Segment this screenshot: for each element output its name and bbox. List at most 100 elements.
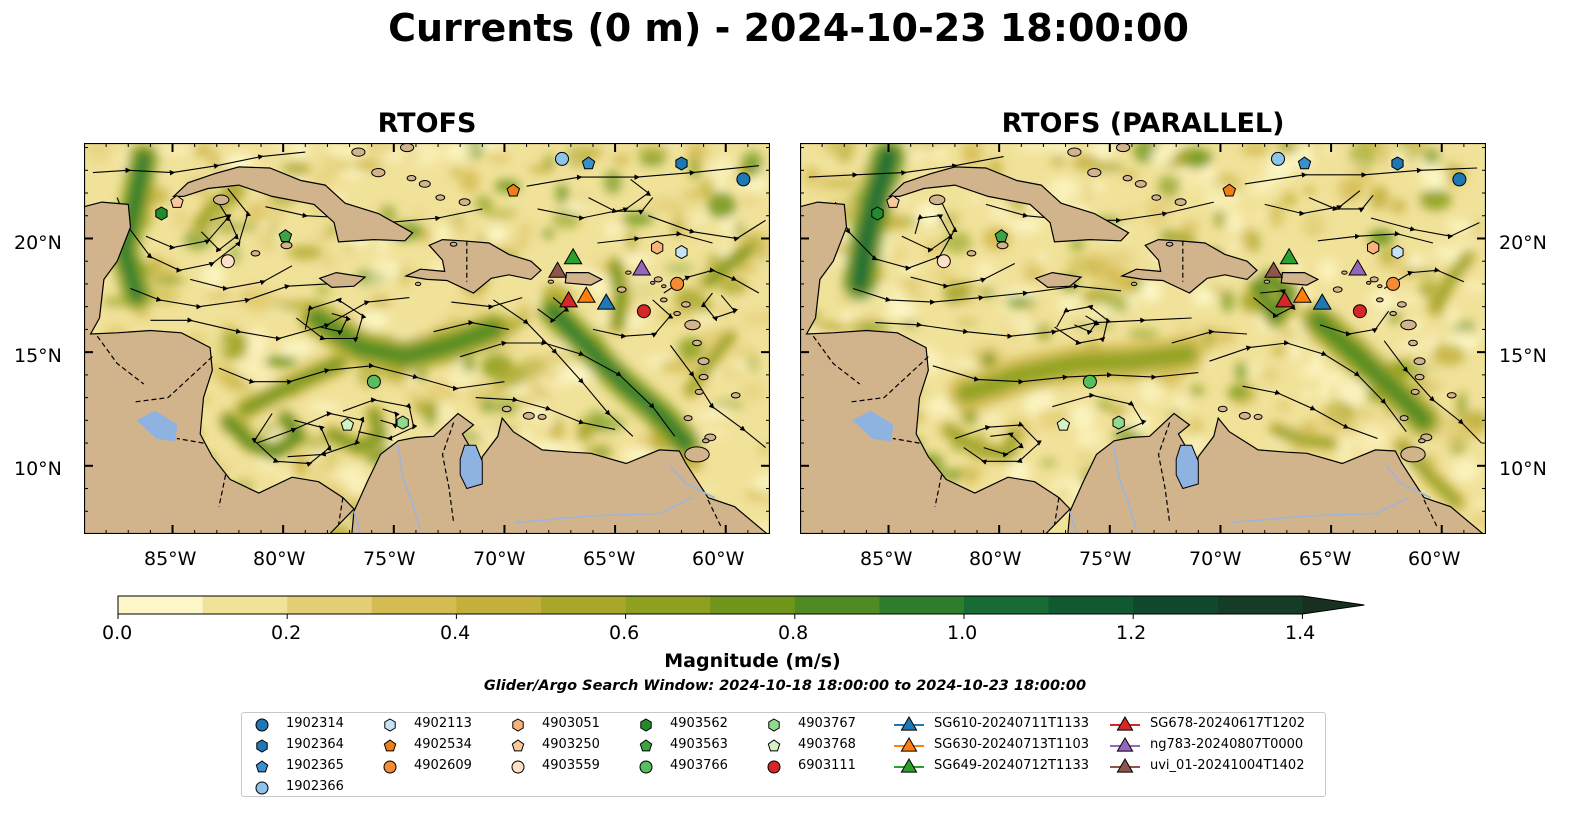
- map-title-rtofs: RTOFS: [377, 108, 477, 139]
- marker-4903051[interactable]: [1367, 240, 1380, 255]
- colorbar-segment: [456, 596, 542, 614]
- land-central-america: [84, 201, 355, 534]
- marker-SG630-20240713T1103[interactable]: [1292, 286, 1312, 303]
- island: [694, 388, 704, 395]
- marker-4903766[interactable]: [366, 374, 381, 389]
- lon-label-85w-right: 85°W: [860, 548, 913, 570]
- legend-label: 4903559: [542, 758, 600, 773]
- river: [1385, 465, 1432, 499]
- marker-4902534[interactable]: [506, 183, 521, 197]
- observation-markers: [871, 151, 1467, 431]
- colorbar-tick-4: 0.8: [778, 622, 809, 644]
- marker-4903559[interactable]: [936, 254, 951, 269]
- legend-marker-hexagon: [384, 718, 396, 732]
- marker-1902364[interactable]: [1391, 156, 1404, 171]
- legend-marker-circle: [255, 781, 269, 795]
- streamline: [597, 230, 713, 244]
- island: [1446, 392, 1457, 399]
- marker-4903768[interactable]: [340, 417, 355, 431]
- marker-4903768[interactable]: [1056, 417, 1071, 431]
- island: [1399, 415, 1409, 422]
- marker-1902314[interactable]: [736, 172, 751, 187]
- lon-label-70w-right: 70°W: [1189, 548, 1242, 570]
- island: [547, 279, 555, 284]
- marker-SG630-20240713T1103[interactable]: [576, 286, 596, 303]
- island: [1341, 270, 1348, 275]
- marker-uvi_01-20241004T1402[interactable]: [548, 261, 568, 278]
- marker-ng783-20240807T0000[interactable]: [1348, 258, 1368, 276]
- marker-4902609[interactable]: [1386, 276, 1401, 291]
- legend: 1902314 1902364 1902365 1902366 4902113 49025…: [241, 712, 1326, 797]
- marker-SG610-20240711T1133[interactable]: [596, 293, 616, 310]
- island: [458, 198, 471, 206]
- legend-label: SG630-20240713T1103: [934, 737, 1090, 752]
- legend-marker-pentagon: [383, 739, 397, 752]
- streamlines: [90, 151, 766, 526]
- marker-1902366[interactable]: [1271, 151, 1285, 166]
- marker-SG678-20240617T1202[interactable]: [559, 290, 579, 308]
- island: [650, 280, 656, 285]
- island: [1369, 276, 1379, 283]
- marker-4903250[interactable]: [170, 194, 184, 208]
- legend-marker-hexagon: [512, 718, 524, 732]
- streamline: [1244, 167, 1478, 185]
- streamline: [251, 413, 332, 467]
- marker-1902364[interactable]: [675, 156, 688, 171]
- country-border: [218, 474, 227, 507]
- island: [351, 147, 366, 157]
- marker-6903111[interactable]: [636, 304, 651, 319]
- streamline: [145, 199, 231, 251]
- marker-uvi_01-20241004T1402[interactable]: [1264, 261, 1284, 278]
- country-border: [441, 422, 455, 523]
- marker-4903563[interactable]: [278, 229, 293, 242]
- marker-4903562[interactable]: [871, 206, 884, 221]
- island: [730, 392, 741, 399]
- island: [250, 250, 261, 257]
- island: [400, 143, 415, 153]
- lon-label-65w-right: 65°W: [1299, 548, 1352, 570]
- land-jamaica: [318, 271, 367, 289]
- marker-SG649-20240712T1133[interactable]: [563, 247, 583, 265]
- marker-ng783-20240807T0000[interactable]: [632, 258, 652, 276]
- marker-6903111[interactable]: [1352, 304, 1367, 319]
- marker-4903051[interactable]: [651, 240, 664, 255]
- marker-SG678-20240617T1202[interactable]: [1275, 290, 1295, 308]
- marker-4902609[interactable]: [670, 276, 685, 291]
- streamline: [834, 201, 958, 271]
- island: [616, 286, 627, 293]
- country-border: [707, 499, 722, 528]
- marker-4903559[interactable]: [220, 254, 235, 269]
- streamline: [1209, 340, 1407, 433]
- island: [1165, 241, 1174, 247]
- island: [1389, 311, 1397, 316]
- marker-1902366[interactable]: [555, 151, 569, 166]
- marker-4902534[interactable]: [1222, 183, 1237, 197]
- marker-4903767[interactable]: [1112, 415, 1125, 430]
- streamline: [669, 344, 766, 449]
- country-border: [848, 356, 929, 403]
- marker-1902365[interactable]: [581, 156, 596, 170]
- country-border: [176, 437, 204, 444]
- marker-4903767[interactable]: [396, 415, 409, 430]
- marker-4903563[interactable]: [994, 229, 1009, 242]
- streamline: [116, 188, 252, 273]
- streamline: [1308, 194, 1374, 213]
- marker-SG649-20240712T1133[interactable]: [1279, 247, 1299, 265]
- marker-1902314[interactable]: [1452, 172, 1467, 187]
- streamline: [1171, 329, 1248, 344]
- streamline: [1242, 385, 1378, 440]
- marker-4902113[interactable]: [675, 245, 688, 260]
- marker-4902113[interactable]: [1391, 245, 1404, 260]
- marker-4903250[interactable]: [886, 194, 900, 208]
- land-jamaica: [1034, 271, 1083, 289]
- lon-label-75w-right: 75°W: [1079, 548, 1132, 570]
- marker-SG610-20240711T1133[interactable]: [1312, 293, 1332, 310]
- colorbar-tick-2: 0.4: [440, 622, 471, 644]
- marker-4903766[interactable]: [1082, 374, 1097, 389]
- marker-4903562[interactable]: [155, 206, 168, 221]
- lat-label-15n-right: 15°N: [1499, 345, 1547, 367]
- map-title-rtofs-parallel: RTOFS (PARALLEL): [1001, 108, 1285, 139]
- lat-label-10n-left: 10°N: [14, 458, 62, 480]
- marker-1902365[interactable]: [1297, 156, 1312, 170]
- lake-maracaibo: [459, 444, 483, 490]
